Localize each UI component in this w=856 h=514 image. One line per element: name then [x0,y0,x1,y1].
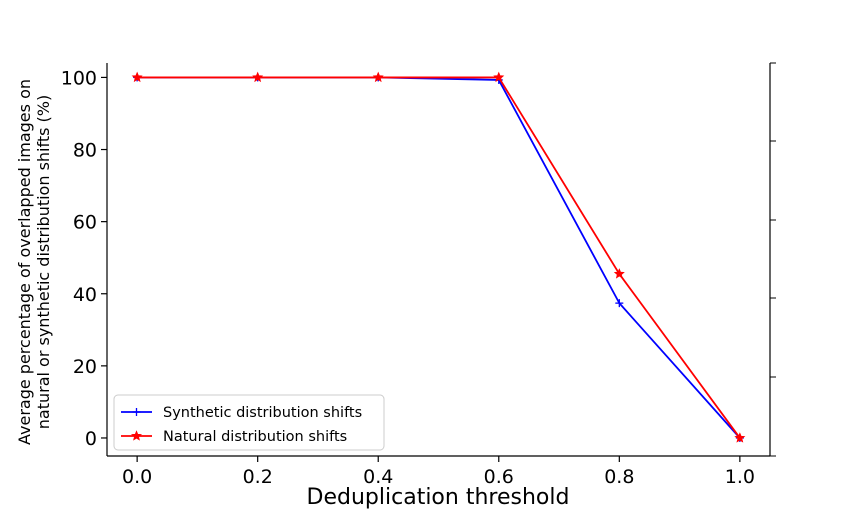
x-tick-label: 0.4 [363,466,393,488]
y-tick-label: 60 [73,212,97,234]
x-tick-label: 0.2 [243,466,273,488]
data-point [493,71,505,83]
x-axis-title: Deduplication threshold [307,485,570,510]
x-tick-label: 1.0 [725,466,755,488]
y-axis-title-line-1: Average percentage of overlapped images … [15,79,34,445]
data-point [615,299,624,308]
legend-item: Natural distribution shifts [121,429,347,445]
legend-label: Natural distribution shifts [163,429,347,445]
legend-label: Synthetic distribution shifts [163,405,362,421]
y-axis-ticks: 0 20 40 60 80 100 [61,67,107,450]
legend-marker [130,430,143,441]
data-point [372,71,384,83]
x-tick-label: 0.6 [484,466,514,488]
series-natural [131,71,746,443]
y-tick-label: 80 [73,140,97,162]
data-point [613,268,625,279]
x-tick-label: 0.8 [604,466,634,488]
x-tick-label: 0.0 [122,466,152,488]
y-tick-label: 20 [73,356,97,378]
plot-area [107,63,770,456]
legend-items: Synthetic distribution shifts Natural dis… [121,405,362,445]
data-point [252,71,264,83]
y-tick-label: 0 [85,428,97,450]
series-line [137,76,741,439]
legend-box [113,394,385,451]
data-point [131,71,143,83]
y-tick-label: 40 [73,284,97,306]
x-axis-ticks: 0.0 0.2 0.4 0.6 0.8 1.0 [122,456,755,488]
series-layer [131,71,746,443]
legend-item: Synthetic distribution shifts [121,405,362,421]
legend: Synthetic distribution shifts Natural dis… [113,394,385,451]
y-tick-label: 100 [61,67,97,89]
y-axis-title-line-2: natural or synthetic distribution shifts… [34,95,53,429]
data-point [734,432,746,443]
legend-marker [132,408,141,416]
right-axis-ticks [770,62,776,457]
